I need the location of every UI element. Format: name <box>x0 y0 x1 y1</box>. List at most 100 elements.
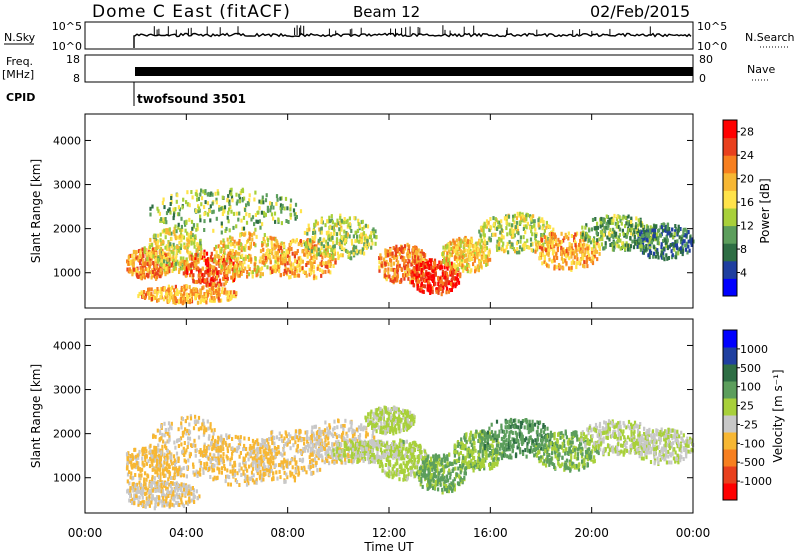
power-cell <box>207 283 210 288</box>
power-cell <box>674 227 678 232</box>
power-cell <box>292 262 295 267</box>
power-cell <box>517 250 520 255</box>
power-cell <box>241 226 244 231</box>
velocity-cell <box>138 475 141 480</box>
power-cell <box>279 273 282 278</box>
power-cell <box>158 250 161 255</box>
velocity-cell <box>165 448 169 453</box>
power-cell <box>560 239 563 244</box>
power-cell <box>656 251 659 256</box>
power-cell <box>380 263 383 268</box>
power-cell <box>587 238 591 243</box>
power-cell <box>157 259 160 264</box>
power-cell <box>410 276 413 281</box>
power-cell <box>437 290 440 295</box>
power-cell <box>177 225 180 230</box>
power-cell <box>408 254 412 259</box>
power-cell <box>445 271 449 276</box>
velocity-cell <box>303 467 306 472</box>
power-cell <box>225 279 229 283</box>
velocity-cell <box>283 470 286 475</box>
power-cell <box>178 267 181 272</box>
power-cell <box>154 251 157 256</box>
velocity-cell <box>138 480 141 485</box>
power-cell <box>282 241 286 246</box>
power-cell <box>222 262 225 267</box>
power-y-tick-label: 3000 <box>53 179 81 192</box>
power-cell <box>180 285 183 290</box>
power-cell <box>184 228 187 233</box>
power-cell <box>360 235 363 240</box>
power-cell <box>531 242 534 247</box>
velocity-cell <box>244 466 247 471</box>
power-cell <box>507 250 510 255</box>
power-cell <box>243 196 246 201</box>
power-cell <box>274 259 277 264</box>
power-cell <box>450 261 453 266</box>
power-cell <box>605 221 608 226</box>
power-cell <box>227 241 230 246</box>
power-cell <box>560 245 563 250</box>
velocity-cell <box>221 460 224 465</box>
power-cell <box>529 216 532 221</box>
power-cell <box>345 234 348 239</box>
power-cell <box>647 234 650 239</box>
velocity-cell <box>236 471 239 476</box>
power-cell <box>322 251 325 256</box>
power-cell <box>193 237 196 242</box>
velocity-cell <box>173 466 176 471</box>
power-cell <box>312 265 316 270</box>
power-cell <box>227 244 230 249</box>
power-cell <box>286 267 289 272</box>
power-cell <box>206 201 209 206</box>
velocity-cell <box>251 456 254 461</box>
power-cell <box>172 297 175 302</box>
power-cell <box>344 238 347 242</box>
power-cell <box>315 275 318 280</box>
power-cell <box>223 241 226 246</box>
velocity-cell <box>265 444 269 449</box>
velocity-cell <box>267 451 270 456</box>
velocity-cell <box>292 474 295 479</box>
power-cell <box>336 221 339 226</box>
velocity-cell <box>126 479 129 484</box>
velocity-cell <box>279 475 282 480</box>
power-cell <box>516 247 519 251</box>
power-cell <box>336 251 339 256</box>
power-cell <box>516 211 519 216</box>
power-cell <box>670 249 673 254</box>
power-cell <box>340 218 343 223</box>
power-cell <box>608 237 611 242</box>
power-cell <box>437 276 440 281</box>
velocity-cell <box>190 443 193 448</box>
power-cell <box>235 270 238 275</box>
power-cell <box>138 291 141 296</box>
power-cell <box>245 203 248 208</box>
power-cell <box>210 295 213 300</box>
velocity-cell <box>194 453 197 458</box>
velocity-cell <box>286 442 289 447</box>
velocity-cell <box>197 427 200 432</box>
power-cell <box>556 243 559 248</box>
power-cell <box>605 225 608 230</box>
power-cell <box>599 230 602 235</box>
power-cell <box>570 250 573 255</box>
power-cell <box>584 225 587 230</box>
power-cell <box>547 250 550 255</box>
power-cell <box>204 200 207 205</box>
power-cell <box>673 231 676 236</box>
power-cell <box>458 272 461 277</box>
power-cell <box>232 225 235 230</box>
power-cell <box>498 240 501 245</box>
velocity-cell <box>311 460 314 465</box>
power-cell <box>172 251 175 256</box>
power-cell <box>543 256 546 261</box>
velocity-cell <box>205 451 208 456</box>
velocity-cell <box>162 464 165 469</box>
power-cell <box>195 262 198 266</box>
power-cell <box>169 202 172 206</box>
velocity-cell <box>189 452 192 457</box>
velocity-cell <box>210 428 213 433</box>
velocity-cell <box>238 468 241 473</box>
power-cell <box>283 252 286 257</box>
